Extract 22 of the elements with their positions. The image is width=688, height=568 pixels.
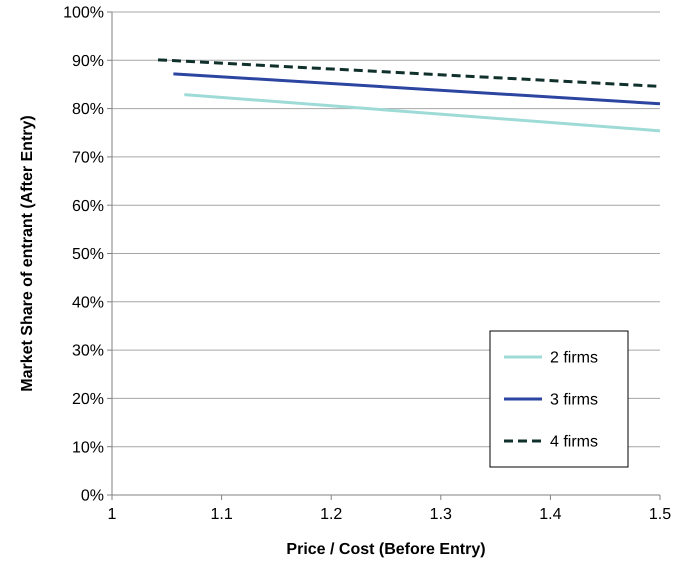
y-tick-label: 70% [72,150,104,166]
x-tick-label: 1.5 [648,506,672,523]
y-tick-label: 60% [72,198,104,215]
y-tick-label: 80% [72,101,104,118]
x-tick-label: 1.4 [539,506,562,523]
x-tick-label: 1 [108,506,117,523]
legend-label: 4 firms [550,434,598,451]
legend-label: 2 firms [550,350,598,367]
legend-label: 3 firms [550,392,598,409]
y-tick-label: 20% [72,391,104,408]
y-tick-label: 90% [72,52,104,70]
y-tick-label: 50% [72,246,104,264]
x-tick-label: 1.1 [210,506,233,523]
y-tick-label: 100% [63,4,104,22]
y-tick-label: 40% [72,294,104,312]
x-axis-title: Price / Cost (Before Entry) [286,541,486,558]
x-tick-label: 1.2 [320,506,342,523]
y-tick-label: 30% [72,342,104,360]
x-tick-label: 1.3 [430,506,452,523]
y-tick-label: 0% [80,488,104,505]
y-axis-title: Market Share of entrant (After Entry) [19,115,36,392]
y-tick-label: 10% [72,439,104,456]
